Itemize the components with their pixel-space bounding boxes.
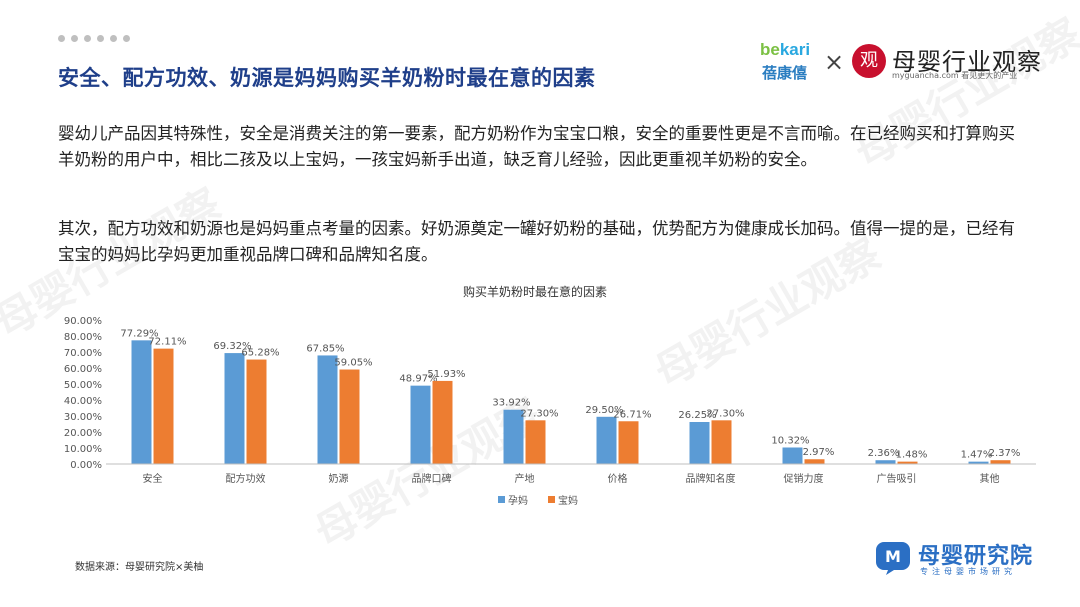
data-label: 65.28% [241,348,279,359]
x-tick-label: 奶源 [329,472,349,485]
body-paragraph-2: 其次，配方功效和奶源也是妈妈重点考量的因素。好奶源奠定一罐好奶粉的基础，优势配方… [58,219,1015,264]
x-tick-label: 安全 [143,472,163,485]
data-label: 1.48% [896,450,928,461]
bar [618,421,639,464]
x-tick-label: 配方功效 [226,472,266,485]
data-label: 10.32% [771,435,809,446]
data-label: 33.92% [492,398,530,409]
institute-logo-icon: M [876,542,910,575]
data-label: 26.71% [613,409,651,420]
x-axis: 安全 配方功效 奶源 品牌口碑 产地 价格 品牌知名度 促销力度 广告吸引 其他 [106,463,1036,485]
data-label: 27.30% [706,408,744,419]
institute-logo-glyph: M [885,547,901,566]
data-label: 2.36% [868,448,900,459]
chart-bars: 77.29%72.11% 69.32%65.28% 67.85% 59.05% 48.9… [120,328,1020,464]
bar [782,447,803,464]
y-tick-label: 10.00% [64,444,102,455]
bekari-latin-a: be [760,40,780,59]
legend-label: 孕妈 [508,494,528,507]
bekari-latin-b: kari [779,40,811,59]
bar [410,385,431,464]
institute-name: 母婴研究院 [918,544,1034,569]
bekari-logo: bekari 蓓康僖 [758,40,820,86]
data-label: 48.97% [399,374,437,385]
bar [525,420,546,464]
x-tick-label: 促销力度 [784,472,824,485]
guancha-name: 母婴行业观察 [892,48,1042,76]
institute-tagline: 专注母婴市场研究 [920,567,1016,576]
decorative-dots [58,35,130,42]
bar [689,422,710,464]
data-label: 1.47% [961,450,993,461]
bar [711,420,732,464]
x-tick-label: 产地 [515,472,535,485]
data-label: 72.11% [148,337,186,348]
y-tick-label: 70.00% [64,348,102,359]
chart-legend: 孕妈 宝妈 [498,494,578,507]
data-label: 2.37% [989,448,1021,459]
data-label: 51.93% [427,369,465,380]
bar [432,380,453,464]
bar [131,340,152,464]
x-tick-label: 品牌口碑 [412,472,452,485]
guancha-url: myguancha.com 看见更大的产业 [892,71,1018,80]
y-tick-label: 50.00% [64,380,102,391]
y-tick-label: 60.00% [64,364,102,375]
guancha-logo: 观 母婴行业观察 myguancha.com 看见更大的产业 [852,40,1052,86]
data-source: 数据来源：母婴研究院×美柚 [75,562,204,573]
legend-swatch [548,496,555,503]
data-label: 2.97% [803,447,835,458]
bar [339,369,360,464]
bar [503,409,524,464]
guancha-seal-icon: 观 [852,44,886,78]
data-label: 67.85% [306,343,344,354]
legend-swatch [498,496,505,503]
data-label: 26.25% [678,410,716,421]
bar [804,459,825,464]
data-label: 59.05% [334,358,372,369]
bar-chart: 购买羊奶粉时最在意的因素 0.00% 10.00% 20.00% 30.00% 40.0… [40,280,1040,520]
bar [968,461,989,464]
chart-svg: 购买羊奶粉时最在意的因素 0.00% 10.00% 20.00% 30.00% 40.0… [64,284,1036,507]
y-tick-label: 0.00% [70,460,102,471]
data-label: 29.50% [585,405,623,416]
x-tick-label: 品牌知名度 [686,472,736,485]
legend-label: 宝妈 [558,494,578,507]
data-label: 69.32% [213,341,251,352]
y-tick-label: 90.00% [64,316,102,327]
y-tick-label: 80.00% [64,332,102,343]
page-title: 安全、配方功效、奶源是妈妈购买羊奶粉时最在意的因素 [58,66,596,90]
bar [596,416,617,464]
body-paragraph-1: 婴幼儿产品因其特殊性，安全是消费关注的第一要素，配方奶粉作为宝宝口粮，安全的重要… [58,124,1015,169]
data-label: 27.30% [520,408,558,419]
y-tick-label: 20.00% [64,428,102,439]
bekari-cn-name: 蓓康僖 [762,64,808,82]
bar [897,461,918,464]
bar [317,355,338,464]
data-label: 77.29% [120,328,158,339]
chart-title: 购买羊奶粉时最在意的因素 [463,284,607,299]
collab-times-icon: × [824,48,845,76]
x-tick-label: 广告吸引 [877,472,917,485]
y-tick-label: 30.00% [64,412,102,423]
x-tick-label: 价格 [608,472,628,485]
bar [153,348,174,464]
y-axis: 0.00% 10.00% 20.00% 30.00% 40.00% 50.00% 60.00… [64,316,102,471]
bar [246,359,267,464]
muying-institute-logo: M 母婴研究院 专注母婴市场研究 [874,534,1054,584]
bar [875,460,896,464]
bar [990,460,1011,464]
y-tick-label: 40.00% [64,396,102,407]
bar [224,353,245,464]
x-tick-label: 其他 [980,472,1000,485]
